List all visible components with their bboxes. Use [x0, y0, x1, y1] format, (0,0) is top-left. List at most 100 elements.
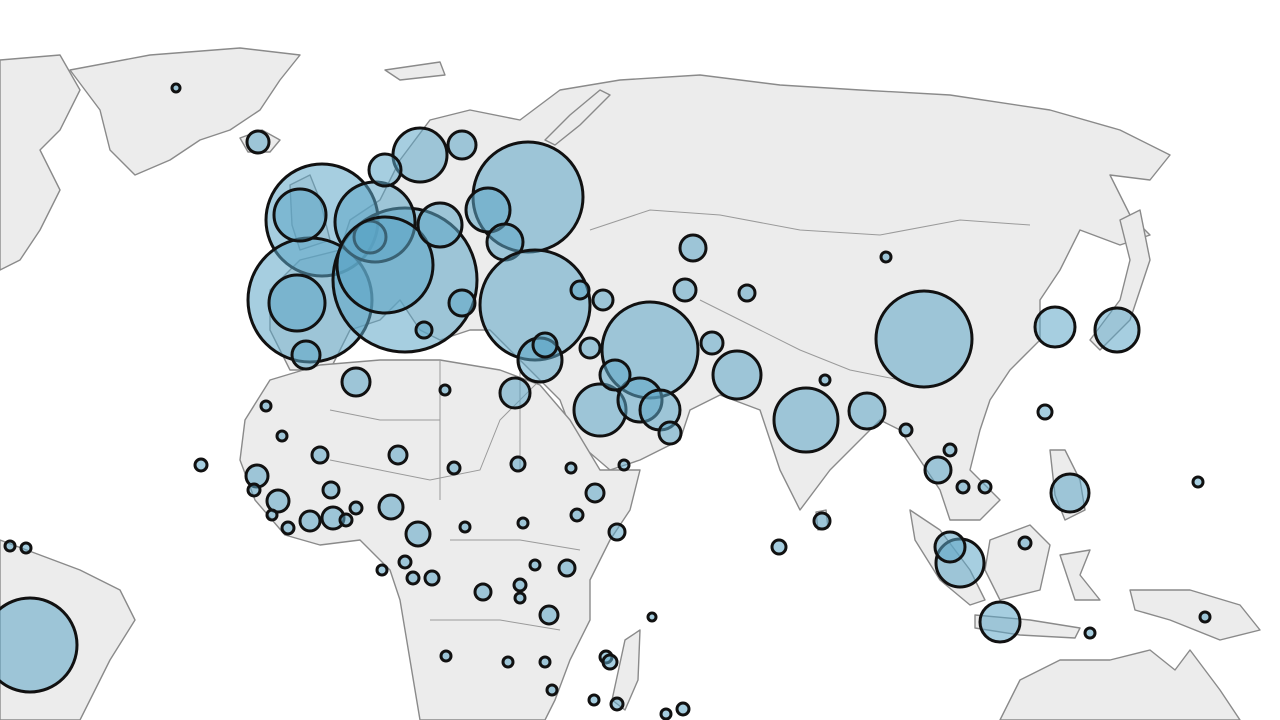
- bubble: [678, 233, 708, 263]
- bubble: [933, 530, 967, 564]
- bubble: [711, 349, 763, 401]
- bubble: [335, 215, 435, 315]
- bubbles: [0, 82, 1212, 720]
- landmass: [1089, 209, 1151, 351]
- bubble: [607, 522, 627, 542]
- bubble: [1093, 306, 1141, 354]
- bubble: [770, 538, 788, 556]
- bubble: [955, 479, 971, 495]
- bubble: [340, 366, 372, 398]
- bubble: [387, 444, 409, 466]
- bubble: [1033, 305, 1077, 349]
- bubble: [19, 541, 33, 555]
- landmass: [69, 47, 301, 176]
- bubble: [423, 569, 441, 587]
- bubble: [348, 500, 364, 516]
- bubble: [245, 129, 271, 155]
- bubble: [513, 591, 527, 605]
- bubble: [404, 520, 432, 548]
- bubble: [587, 693, 601, 707]
- bubble: [578, 336, 602, 360]
- bubble: [812, 511, 832, 531]
- bubble: [1198, 610, 1212, 624]
- bubble: [464, 186, 512, 234]
- bubble: [657, 420, 683, 446]
- bubble: [501, 655, 515, 669]
- landmass: [384, 61, 446, 81]
- bubble: [446, 129, 478, 161]
- bubble: [1017, 535, 1033, 551]
- bubble: [446, 460, 462, 476]
- bubble: [310, 445, 330, 465]
- bubble: [538, 604, 560, 626]
- bubble: [923, 455, 953, 485]
- bubble: [557, 558, 577, 578]
- bubble: [267, 273, 327, 333]
- bubble: [569, 507, 585, 523]
- bubble: [265, 508, 279, 522]
- bubble: [516, 516, 530, 530]
- bubble: [564, 461, 578, 475]
- bubble: [545, 683, 559, 697]
- bubble: [699, 330, 725, 356]
- bubble: [601, 653, 619, 671]
- bubble: [193, 457, 209, 473]
- bubble: [438, 383, 452, 397]
- bubble: [405, 570, 421, 586]
- bubble: [280, 520, 296, 536]
- bubble: [617, 458, 631, 472]
- bubble: [672, 277, 698, 303]
- bubble: [458, 520, 472, 534]
- landmass: [611, 629, 641, 711]
- landmass: [984, 524, 1051, 601]
- bubble: [298, 509, 322, 533]
- bubble: [879, 250, 893, 264]
- bubble: [675, 701, 691, 717]
- bubble: [447, 288, 477, 318]
- bubble: [977, 479, 993, 495]
- bubble: [584, 482, 606, 504]
- landmass: [1059, 549, 1101, 601]
- bubble: [272, 187, 328, 243]
- bubble: [528, 558, 542, 572]
- bubble: [772, 386, 840, 454]
- bubble: [377, 493, 405, 521]
- bubble: [259, 399, 273, 413]
- bubble: [978, 600, 1022, 644]
- bubble: [0, 596, 79, 694]
- bubble: [737, 283, 757, 303]
- bubble: [1083, 626, 1097, 640]
- bubble: [512, 577, 528, 593]
- landmass: [239, 359, 641, 720]
- bubble: [170, 82, 182, 94]
- bubble: [375, 563, 389, 577]
- bubble: [338, 512, 354, 528]
- bubble: [847, 391, 887, 431]
- bubble: [874, 289, 974, 389]
- bubble: [498, 376, 532, 410]
- bubble: [818, 373, 832, 387]
- bubble: [538, 655, 552, 669]
- bubble: [659, 707, 673, 720]
- bubble: [246, 482, 262, 498]
- bubble: [1049, 472, 1091, 514]
- bubble: [942, 442, 958, 458]
- bubble: [509, 455, 527, 473]
- bubble: [646, 611, 658, 623]
- landmass: [999, 649, 1241, 720]
- bubble: [439, 649, 453, 663]
- bubble: [416, 201, 464, 249]
- bubble: [609, 696, 625, 712]
- bubble: [598, 358, 632, 392]
- bubble: [367, 152, 403, 188]
- bubble: [321, 480, 341, 500]
- bubble: [290, 339, 322, 371]
- bubble: [569, 279, 591, 301]
- bubble: [591, 288, 615, 312]
- landmass: [0, 54, 81, 271]
- bubble: [275, 429, 289, 443]
- bubble: [898, 422, 914, 438]
- bubble: [1036, 403, 1054, 421]
- bubble: [473, 582, 493, 602]
